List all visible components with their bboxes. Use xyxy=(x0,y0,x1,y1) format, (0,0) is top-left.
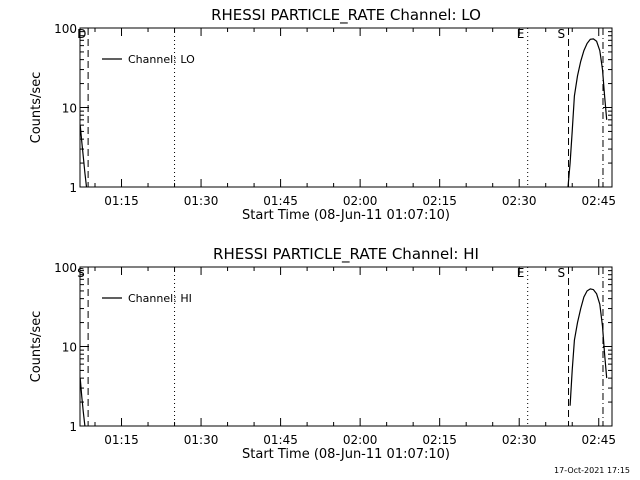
plot-frame xyxy=(79,266,613,427)
legend-label: Channel: HI xyxy=(128,292,192,305)
series-line xyxy=(567,38,608,187)
x-tick-label: 01:15 xyxy=(104,194,139,208)
y-tick-label: 1 xyxy=(69,420,77,434)
x-tick-label: 02:30 xyxy=(502,433,537,447)
x-tick-label: 01:15 xyxy=(104,433,139,447)
series-line xyxy=(80,378,86,426)
x-tick-label: 02:00 xyxy=(343,433,378,447)
y-axis-label: Counts/sec xyxy=(29,311,44,383)
x-tick-label: 02:45 xyxy=(581,433,616,447)
x-tick-label: 02:15 xyxy=(422,433,457,447)
y-tick-label: 10 xyxy=(62,341,77,355)
x-tick-label: 02:15 xyxy=(422,194,457,208)
x-tick-label: 02:30 xyxy=(502,194,537,208)
y-tick-label: 10 xyxy=(62,102,77,116)
marker-label: E xyxy=(517,27,525,41)
marker-label: S xyxy=(558,27,566,41)
y-tick-label: 100 xyxy=(54,22,77,36)
y-axis-label: Counts/sec xyxy=(29,72,44,144)
marker-label: S xyxy=(558,266,566,280)
marker-label: D xyxy=(77,27,86,41)
series-line xyxy=(80,125,88,187)
x-tick-label: 02:00 xyxy=(343,194,378,208)
series-line xyxy=(569,288,608,406)
x-axis-label: Start Time (08-Jun-11 01:07:10) xyxy=(242,447,450,462)
x-tick-label: 01:30 xyxy=(184,433,219,447)
chart-title: RHESSI PARTICLE_RATE Channel: LO xyxy=(211,6,481,25)
x-tick-label: 02:45 xyxy=(581,194,616,208)
marker-label: S xyxy=(77,266,85,280)
x-axis-label: Start Time (08-Jun-11 01:07:10) xyxy=(242,208,450,223)
x-tick-label: 01:45 xyxy=(263,433,298,447)
y-tick-label: 1 xyxy=(69,181,77,195)
x-tick-label: 01:30 xyxy=(184,194,219,208)
footer-timestamp: 17-Oct-2021 17:15 xyxy=(554,466,630,475)
plot-frame xyxy=(79,27,613,188)
chart-title: RHESSI PARTICLE_RATE Channel: HI xyxy=(213,245,479,264)
marker-label: E xyxy=(517,266,525,280)
chart-panel-1: RHESSI PARTICLE_RATE Channel: HI 01:15 01:… xyxy=(29,245,616,462)
chart-panel-0: RHESSI PARTICLE_RATE Channel: LO 01:15 01:… xyxy=(29,6,616,223)
y-tick-label: 100 xyxy=(54,261,77,275)
legend-label: Channel: LO xyxy=(128,53,195,66)
x-tick-label: 01:45 xyxy=(263,194,298,208)
